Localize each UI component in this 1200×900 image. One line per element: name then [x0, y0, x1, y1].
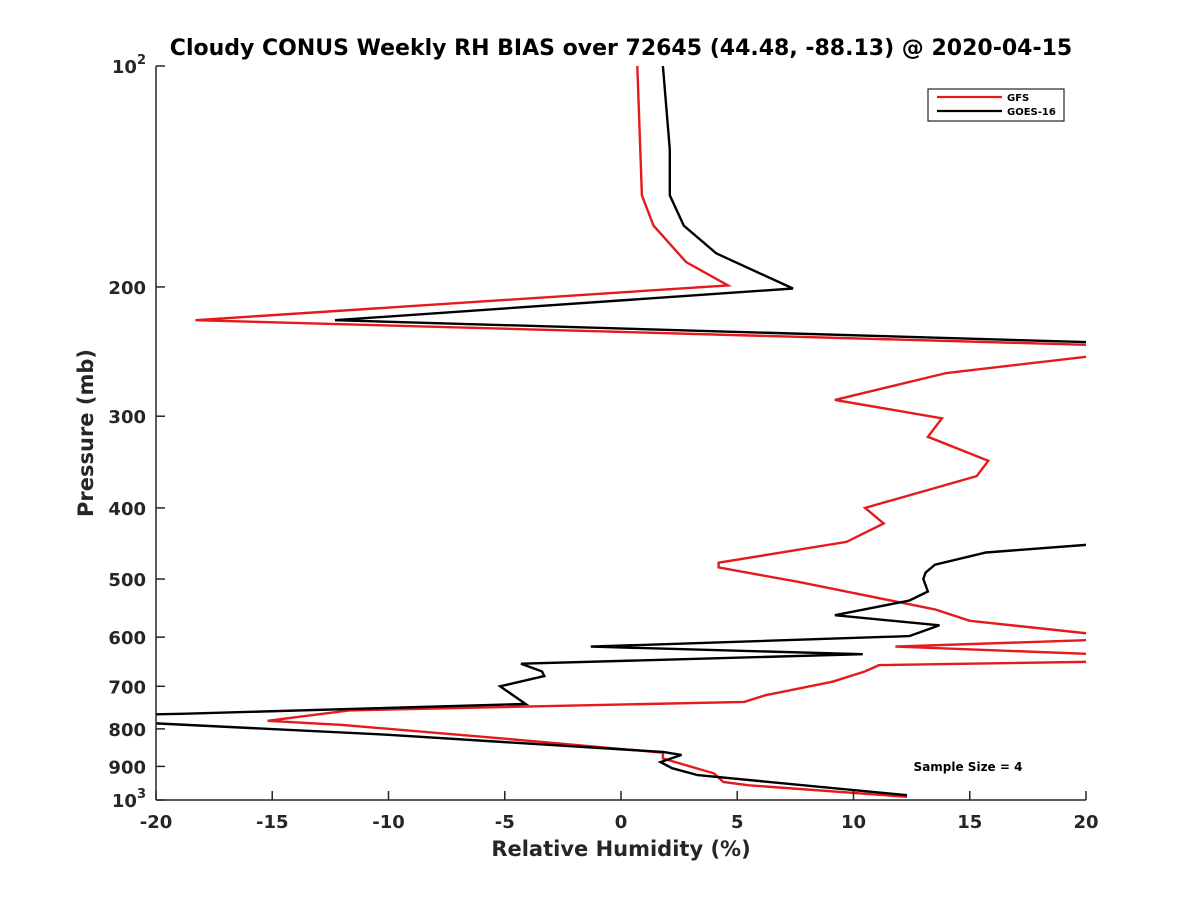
- x-tick-label: -10: [372, 812, 405, 833]
- y-tick-label: 400: [108, 499, 146, 520]
- x-axis-label: Relative Humidity (%): [491, 837, 750, 861]
- legend-label-gfs: GFS: [1007, 93, 1029, 104]
- x-tick-label: 15: [957, 812, 982, 833]
- legend-label-goes16: GOES-16: [1007, 107, 1056, 118]
- series-line-gfs: [195, 66, 1086, 798]
- y-axis-label: Pressure (mb): [74, 349, 98, 517]
- y-tick-base: 10: [112, 791, 137, 812]
- legend: GFS GOES-16: [927, 88, 1065, 122]
- series-line-goes16: [156, 66, 1086, 797]
- sample-size-annotation: Sample Size = 4: [914, 760, 1023, 774]
- x-tick-label: -15: [256, 812, 289, 833]
- plot-area: [156, 66, 1086, 800]
- x-tick-label: 5: [731, 812, 744, 833]
- y-tick-label: 600: [108, 628, 146, 649]
- plot-background: [156, 66, 1086, 800]
- x-tick-label: 20: [1073, 812, 1098, 833]
- y-tick-exponent: 2: [137, 53, 146, 68]
- y-tick-label: 800: [108, 720, 146, 741]
- x-ticks: -20 -15 -10 -5 0 5 10 15 20: [140, 791, 1099, 833]
- y-tick-base: 10: [112, 57, 137, 78]
- x-tick-label: -5: [495, 812, 515, 833]
- y-tick-label: 103: [112, 787, 146, 812]
- series-layer: [156, 66, 1086, 798]
- y-tick-exponent: 3: [137, 787, 146, 802]
- y-tick-label: 200: [108, 278, 146, 299]
- legend-box: [927, 88, 1065, 122]
- x-tick-label: -20: [140, 812, 173, 833]
- y-tick-label: 500: [108, 570, 146, 591]
- y-tick-label: 700: [108, 677, 146, 698]
- x-tick-label: 0: [615, 812, 628, 833]
- chart-title: Cloudy CONUS Weekly RH BIAS over 72645 (…: [170, 36, 1072, 61]
- x-tick-label: 10: [841, 812, 866, 833]
- y-tick-label: 102: [112, 53, 146, 78]
- y-tick-label: 900: [108, 757, 146, 778]
- y-tick-label: 300: [108, 407, 146, 428]
